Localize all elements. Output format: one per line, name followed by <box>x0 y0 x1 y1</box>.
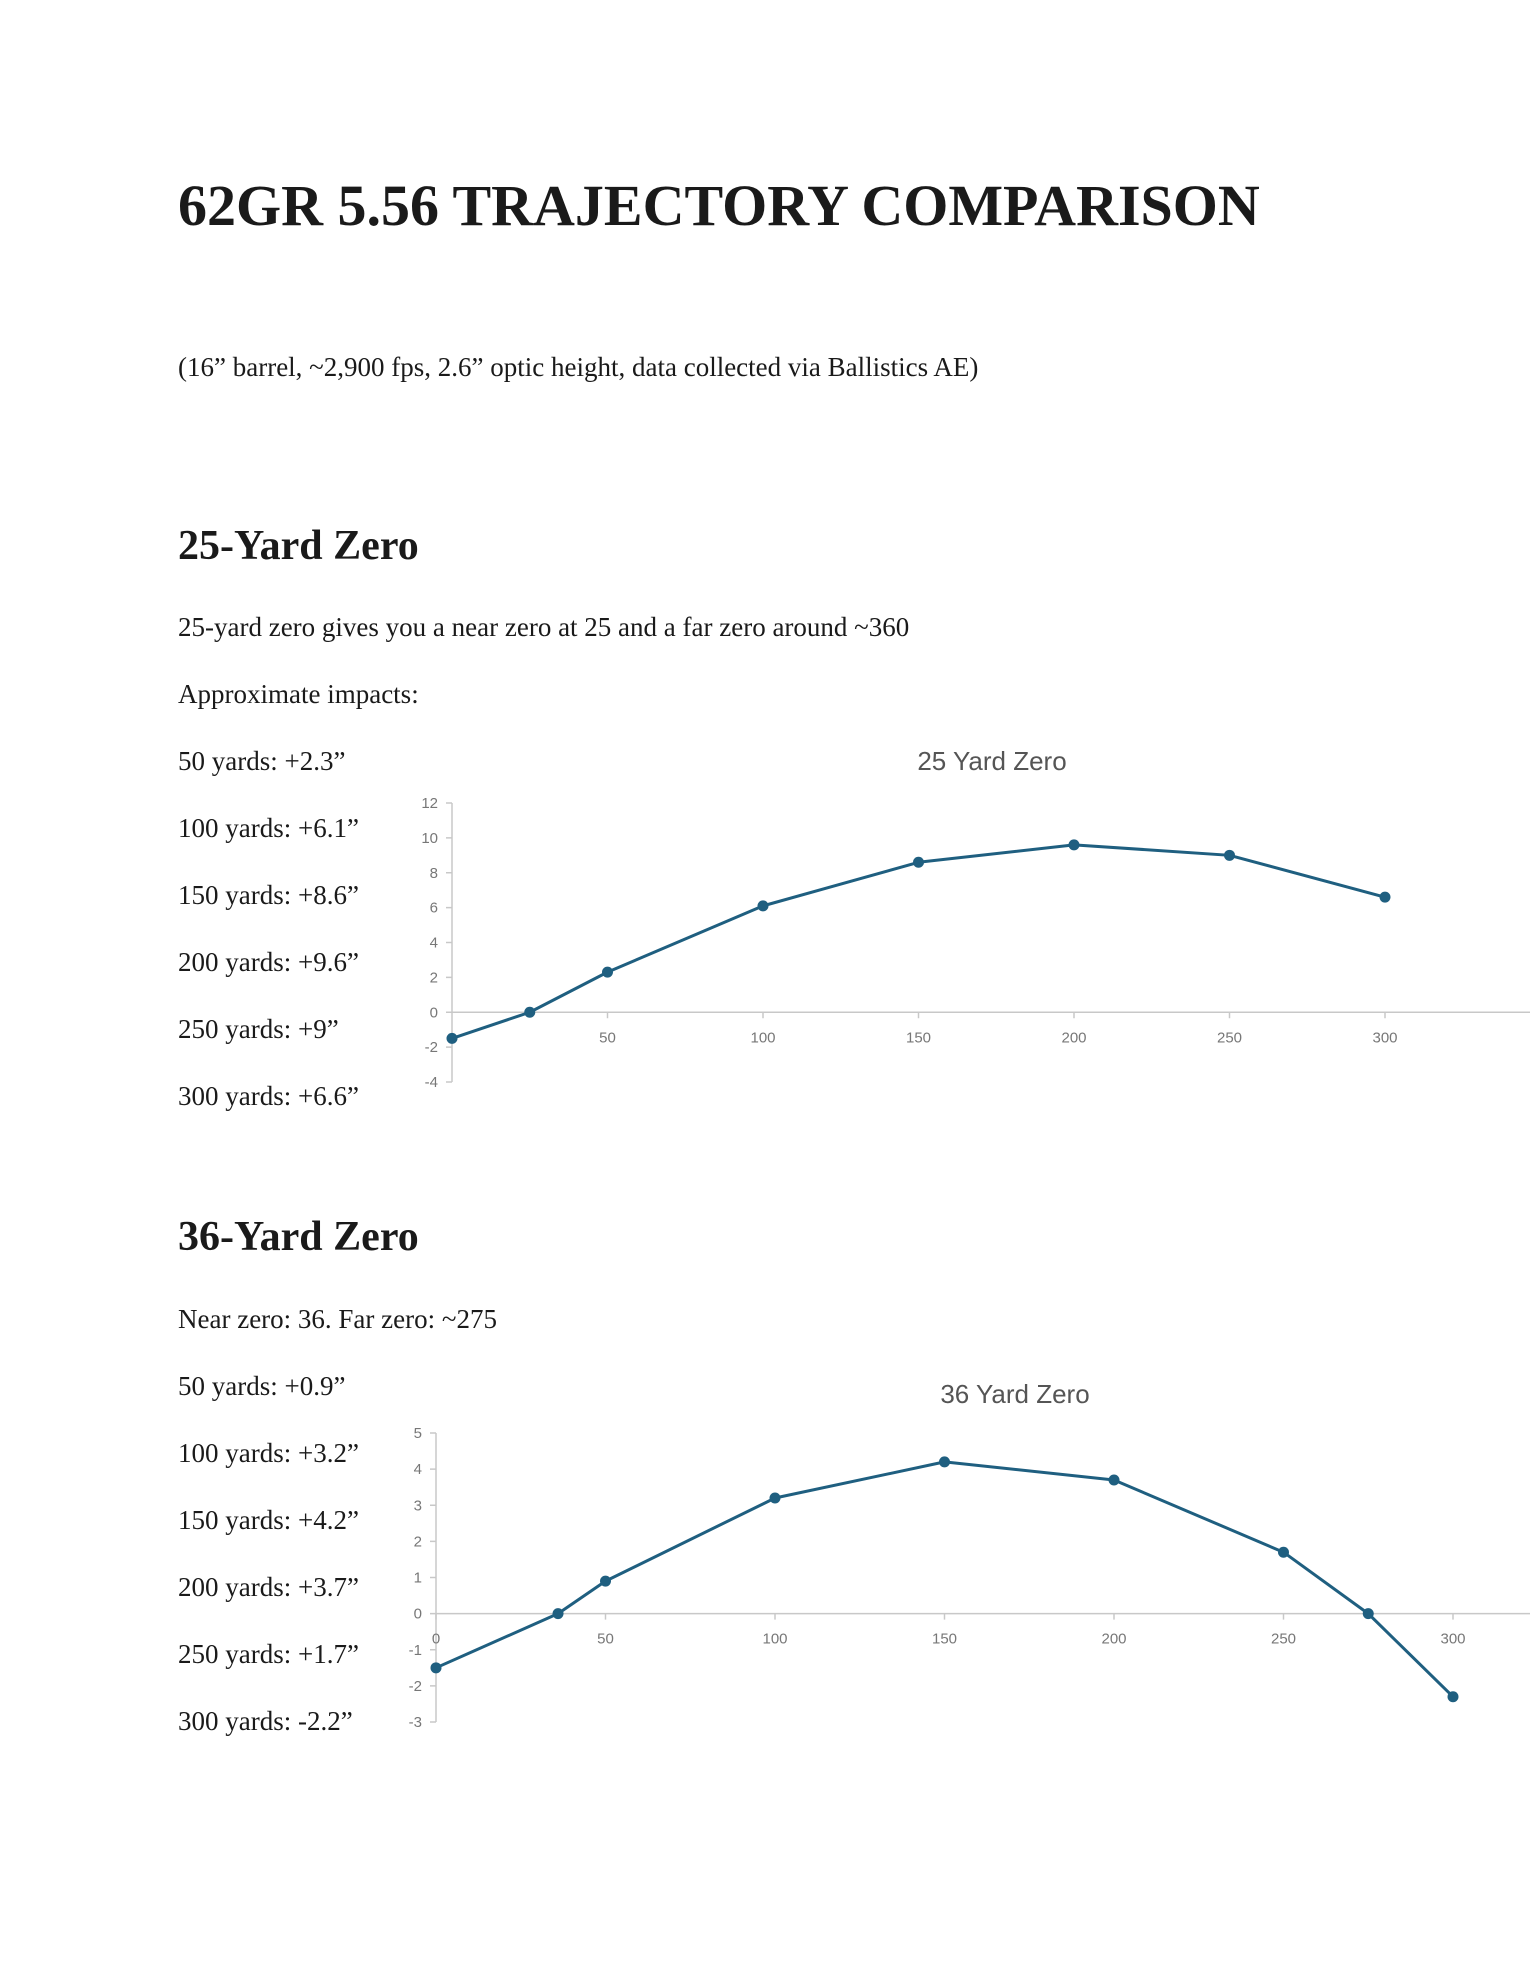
y-tick-label: 5 <box>414 1425 422 1442</box>
y-tick-label: 6 <box>430 900 438 917</box>
data-point <box>1108 1474 1120 1486</box>
y-tick-label: 10 <box>421 830 438 847</box>
y-tick-label: -2 <box>425 1039 438 1056</box>
chart-36-yard-zero: 36 Yard Zero 5 4 3 2 1 0 -1 -2 -3 0 50 100 150 200 250 3… <box>390 1365 1530 1745</box>
x-tick-label: 250 <box>1217 1029 1242 1046</box>
y-tick-label: 4 <box>430 935 438 952</box>
chart-title: 36 Yard Zero <box>940 1379 1089 1409</box>
data-point <box>524 1006 536 1018</box>
x-tick-label: 300 <box>1440 1631 1465 1648</box>
data-point <box>939 1456 950 1468</box>
impact-item: 300 yards: +6.6” <box>178 1081 359 1111</box>
section-intro: Near zero: 36. Far zero: ~275 <box>178 1304 497 1334</box>
x-tick-label: 200 <box>1061 1029 1086 1046</box>
impact-item: 300 yards: -2.2” <box>178 1706 353 1736</box>
data-point <box>1362 1608 1374 1620</box>
impact-item: 250 yards: +1.7” <box>178 1639 359 1669</box>
x-tick-label: 150 <box>906 1029 931 1046</box>
data-point <box>757 900 769 912</box>
impact-item: 200 yards: +3.7” <box>178 1572 359 1602</box>
chart-title: 25 Yard Zero <box>917 746 1066 776</box>
chart-svg: 25 Yard Zero 12 10 8 6 4 2 0 -2 -4 50 100 150 200 250 3… <box>421 746 1530 1091</box>
y-tick-label: -2 <box>409 1678 422 1695</box>
x-tick-label: 250 <box>1271 1631 1296 1648</box>
section-heading-36-yard: 36-Yard Zero <box>178 1214 419 1260</box>
data-point <box>602 966 613 978</box>
data-point <box>769 1492 781 1504</box>
impact-item: 150 yards: +4.2” <box>178 1505 359 1535</box>
x-tick-label: 100 <box>750 1029 775 1046</box>
x-tick-label: 0 <box>432 1631 440 1648</box>
data-point <box>1224 849 1235 861</box>
section-intro: 25-yard zero gives you a near zero at 25… <box>178 612 910 642</box>
document-subtitle: (16” barrel, ~2,900 fps, 2.6” optic heig… <box>178 352 979 382</box>
data-point <box>1379 891 1391 903</box>
section-heading-25-yard: 25-Yard Zero <box>178 523 419 569</box>
x-tick-label: 100 <box>762 1631 787 1648</box>
impact-item: 150 yards: +8.6” <box>178 880 359 910</box>
impact-item: 100 yards: +3.2” <box>178 1438 359 1468</box>
chart-25-yard-zero: 25 Yard Zero 12 10 8 6 4 2 0 -2 -4 50 100 150 200 250 3… <box>400 740 1530 1100</box>
data-point <box>430 1662 442 1674</box>
x-tick-label: 200 <box>1101 1631 1126 1648</box>
y-tick-label: 2 <box>430 969 438 986</box>
impact-item: 200 yards: +9.6” <box>178 947 359 977</box>
y-tick-label: 4 <box>414 1461 422 1478</box>
data-point <box>1447 1691 1459 1703</box>
data-point <box>446 1032 458 1044</box>
y-tick-label: 2 <box>414 1533 422 1550</box>
impact-item: 100 yards: +6.1” <box>178 813 359 843</box>
y-tick-label: 0 <box>414 1606 422 1623</box>
x-tick-label: 50 <box>597 1631 614 1648</box>
x-tick-label: 150 <box>932 1631 957 1648</box>
y-tick-label: 8 <box>430 865 438 882</box>
y-tick-label: -4 <box>425 1074 438 1091</box>
document-title: 62GR 5.56 TRAJECTORY COMPARISON <box>178 173 1260 238</box>
impacts-label: Approximate impacts: <box>178 679 419 709</box>
impact-item: 250 yards: +9” <box>178 1014 339 1044</box>
y-tick-label: -3 <box>409 1714 422 1731</box>
impact-item: 50 yards: +2.3” <box>178 746 346 776</box>
x-tick-label: 300 <box>1372 1029 1397 1046</box>
x-tick-label: 50 <box>599 1029 616 1046</box>
y-tick-label: 1 <box>414 1570 422 1587</box>
impact-item: 50 yards: +0.9” <box>178 1371 346 1401</box>
y-tick-label: -1 <box>409 1642 422 1659</box>
y-tick-label: 3 <box>414 1497 422 1514</box>
data-point <box>600 1575 611 1587</box>
y-tick-label: 0 <box>430 1004 438 1021</box>
y-tick-label: 12 <box>421 795 438 812</box>
chart-svg: 36 Yard Zero 5 4 3 2 1 0 -1 -2 -3 0 50 100 150 200 250 3… <box>409 1379 1530 1731</box>
data-point <box>1068 839 1080 851</box>
data-point <box>552 1608 564 1620</box>
data-point <box>1278 1546 1289 1558</box>
data-point <box>913 856 924 868</box>
